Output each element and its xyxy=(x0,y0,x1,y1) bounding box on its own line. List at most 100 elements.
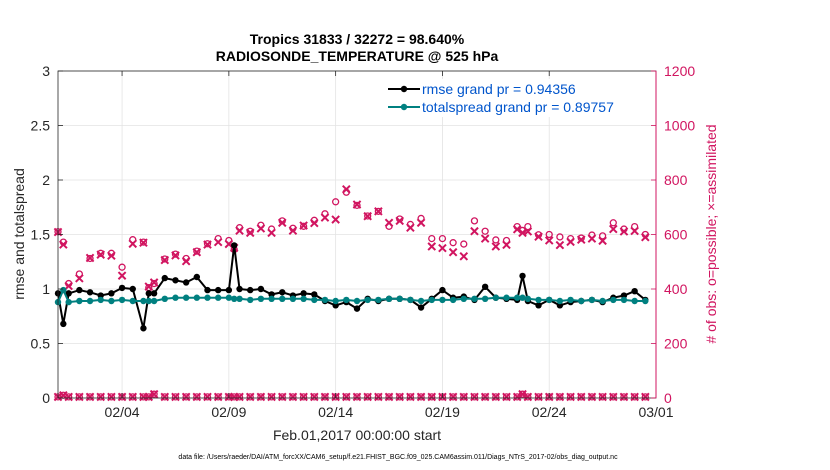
obs-assimilated-point xyxy=(277,392,287,402)
obs-possible-point xyxy=(609,219,617,227)
totalspread-point xyxy=(353,297,361,305)
totalspread-point xyxy=(321,296,329,304)
rmse-point xyxy=(230,242,238,249)
obs-assimilated-point xyxy=(342,392,351,402)
legend: rmse grand pr = 0.94356 totalspread gran… xyxy=(384,79,650,117)
totalspread-point xyxy=(247,296,254,304)
obs-assimilated-point xyxy=(619,227,629,236)
obs-assimilated-point xyxy=(363,392,372,402)
obs-possible-point xyxy=(396,393,404,401)
obs-possible-point xyxy=(331,198,340,206)
obs-possible-point xyxy=(203,393,212,401)
rmse-point xyxy=(65,290,72,297)
totalspread-point xyxy=(503,294,510,301)
obs-possible-point xyxy=(577,393,585,401)
totalspread-point xyxy=(236,295,243,303)
obs-assimilated-point xyxy=(213,237,223,247)
obs-assimilated-point xyxy=(128,392,138,402)
totalspread-point xyxy=(108,297,115,305)
y-tick-label: 0 xyxy=(42,390,50,406)
totalspread-point xyxy=(172,294,179,301)
obs-possible-point xyxy=(299,393,308,401)
rmse-point xyxy=(150,290,158,297)
obs-assimilated-point xyxy=(128,239,138,249)
rmse-point xyxy=(257,285,265,293)
totalspread-point xyxy=(343,296,350,304)
obs-assimilated-point xyxy=(374,207,383,216)
rmse-point xyxy=(145,290,152,297)
obs-assimilated-point xyxy=(566,392,575,402)
obs-possible-point xyxy=(86,393,94,401)
legend-totalspread-marker xyxy=(400,103,408,111)
obs-possible-point xyxy=(171,250,180,258)
grid-lines xyxy=(58,70,657,399)
obs-possible-point xyxy=(118,263,126,271)
totalspread-point xyxy=(385,295,393,303)
rmse-point xyxy=(236,285,243,293)
legend-rmse-marker xyxy=(400,85,408,93)
obs-possible-point xyxy=(214,393,222,401)
x-tick-label: 02/24 xyxy=(532,404,567,420)
obs-assimilated-point xyxy=(117,271,127,280)
obs-assimilated-point xyxy=(534,232,543,241)
totalspread-point xyxy=(225,294,233,301)
totalspread-point xyxy=(535,296,542,304)
totalspread-point xyxy=(396,295,403,303)
obs-assimilated-point xyxy=(171,392,180,402)
totalspread-point xyxy=(65,298,72,306)
rmse-point xyxy=(535,302,542,309)
rmse-point xyxy=(60,320,67,328)
obs-assimilated-point xyxy=(75,274,84,283)
obs-assimilated-point xyxy=(416,218,426,228)
obs-assimilated-point xyxy=(64,392,73,402)
obs-possible-point xyxy=(267,393,276,401)
obs-assimilated-point xyxy=(576,235,586,244)
x-tick-label: 02/19 xyxy=(425,404,460,420)
totalspread-point xyxy=(588,296,596,304)
obs-possible-point xyxy=(246,393,254,401)
obs-assimilated-point xyxy=(608,224,618,234)
obs-assimilated-point xyxy=(491,242,501,251)
obs-possible-point xyxy=(502,393,511,401)
totalspread-point xyxy=(129,297,136,305)
y2-tick-label: 1000 xyxy=(664,118,695,134)
totalspread-point xyxy=(578,297,585,305)
obs-assimilated-point xyxy=(203,240,212,249)
rmse-point xyxy=(214,286,222,294)
rmse-point xyxy=(86,289,94,296)
obs-assimilated-point xyxy=(566,237,575,247)
obs-assimilated-point xyxy=(59,240,68,249)
y2-tick-label: 200 xyxy=(664,336,688,352)
totalspread-point xyxy=(620,296,628,304)
obs-possible-point xyxy=(342,393,350,401)
y2-tick-label: 800 xyxy=(664,172,688,188)
totalspread-point xyxy=(118,296,126,304)
obs-assimilated-point xyxy=(181,392,191,402)
obs-possible-point xyxy=(374,393,383,401)
obs-possible-point xyxy=(556,393,564,401)
obs-possible-point xyxy=(299,222,308,230)
obs-assimilated-point xyxy=(149,278,159,287)
obs-assimilated-point xyxy=(576,392,586,402)
obs-assimilated-point xyxy=(245,228,255,238)
obs-assimilated-point xyxy=(331,215,340,224)
totalspread-point xyxy=(375,296,382,304)
totalspread-point xyxy=(599,297,606,305)
obs-possible-point xyxy=(310,393,318,401)
obs-assimilated-point xyxy=(288,226,298,235)
obs-possible-point xyxy=(609,393,617,401)
totalspread-point xyxy=(460,295,467,303)
obs-possible-point xyxy=(641,393,649,401)
totalspread-point xyxy=(524,295,532,303)
chart-subtitle: RADIOSONDE_TEMPERATURE @ 525 hPa xyxy=(216,48,499,64)
totalspread-point xyxy=(513,294,521,301)
totalspread-point xyxy=(60,286,67,294)
obs-assimilated-point xyxy=(256,224,266,233)
totalspread-point xyxy=(161,295,168,303)
x-tick-label: 02/04 xyxy=(105,404,140,420)
obs-assimilated-point xyxy=(160,392,170,402)
obs-assimilated-point xyxy=(181,256,191,266)
obs-assimilated-point xyxy=(555,240,565,250)
obs-assimilated-point xyxy=(406,392,415,402)
